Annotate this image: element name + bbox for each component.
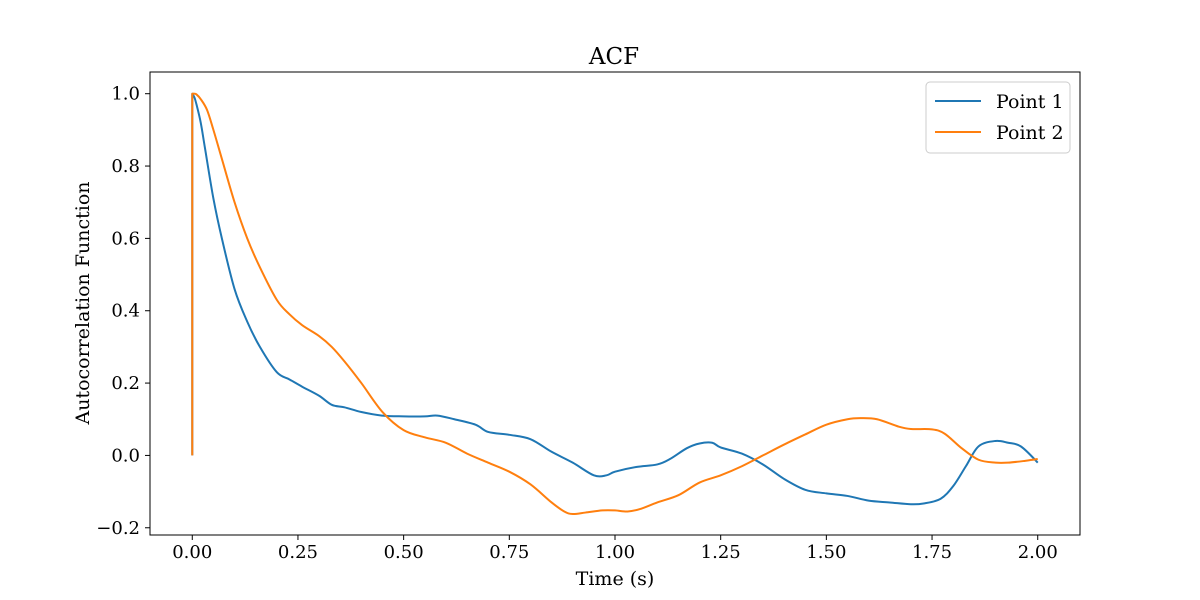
y-axis-label: Autocorrelation Function xyxy=(72,181,94,425)
x-tick-label: 0.50 xyxy=(384,542,424,563)
y-tick-label: 0.4 xyxy=(111,301,140,322)
series-line-point-1 xyxy=(191,92,1039,506)
legend-label-point-2: Point 2 xyxy=(996,122,1064,144)
x-tick-label: 1.25 xyxy=(701,542,741,563)
x-axis: 0.00 0.25 0.50 0.75 1.00 1.25 1.50 1.75 2.00 xyxy=(172,535,1058,563)
chart-title: ACF xyxy=(588,44,639,70)
legend-box xyxy=(925,81,1071,154)
y-tick-label: 0.0 xyxy=(111,445,140,466)
x-tick-label: 0.00 xyxy=(172,542,212,563)
y-tick-label: 1.0 xyxy=(111,84,140,105)
y-tick-label: 0.8 xyxy=(111,156,140,177)
y-tick-label: 0.6 xyxy=(111,228,140,249)
legend: Point 1 Point 2 xyxy=(925,81,1071,154)
x-tick-label: 1.50 xyxy=(806,542,846,563)
y-tick-label: −0.2 xyxy=(96,518,140,539)
x-tick-label: 1.00 xyxy=(595,542,635,563)
x-tick-label: 0.75 xyxy=(489,542,529,563)
series-layer xyxy=(191,92,1039,516)
x-tick-label: 0.25 xyxy=(278,542,318,563)
x-axis-label: Time (s) xyxy=(576,568,655,590)
x-tick-label: 1.75 xyxy=(912,542,952,563)
legend-label-point-1: Point 1 xyxy=(996,91,1064,113)
series-line-point-2 xyxy=(191,92,1038,516)
y-tick-label: 0.2 xyxy=(111,373,140,394)
y-axis: −0.2 0.0 0.2 0.4 0.6 0.8 1.0 xyxy=(96,84,150,539)
x-tick-label: 2.00 xyxy=(1018,542,1058,563)
